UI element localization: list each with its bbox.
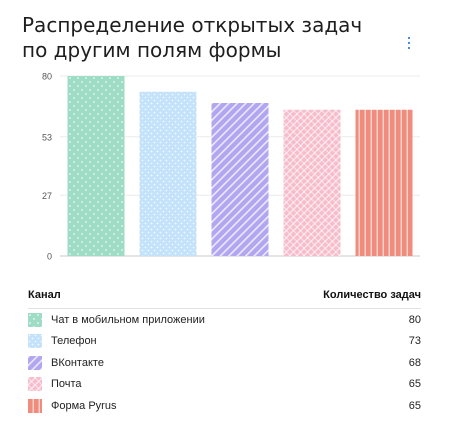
legend-header: Канал Количество задач (28, 286, 421, 304)
y-tick-label: 80 (42, 72, 52, 82)
legend-item[interactable]: Форма Pyrus 65 (28, 395, 421, 417)
legend-item-label: Форма Pyrus (51, 399, 117, 412)
legend: Канал Количество задач Чат в мобильном п… (28, 286, 421, 417)
legend-swatch (28, 355, 42, 370)
legend-item-value: 68 (408, 356, 421, 369)
legend-item-value: 65 (408, 378, 421, 391)
bar[interactable] (67, 76, 125, 256)
bar[interactable] (139, 91, 197, 256)
y-tick-label: 27 (42, 191, 52, 201)
legend-divider (28, 308, 421, 309)
legend-item-value: 73 (408, 335, 421, 348)
legend-header-count: Количество задач (323, 289, 421, 301)
legend-item[interactable]: Телефон 73 (28, 331, 421, 353)
legend-item-label: Телефон (51, 335, 97, 348)
legend-swatch (28, 334, 42, 349)
bar[interactable] (283, 109, 341, 256)
y-tick-label: 53 (42, 132, 52, 142)
legend-item-value: 65 (408, 399, 421, 412)
legend-swatch (28, 312, 42, 327)
legend-swatch (28, 377, 42, 392)
chart-title: Распределение открытых задач по другим п… (22, 13, 363, 62)
legend-item-label: ВКонтакте (51, 356, 104, 369)
legend-header-channel: Канал (28, 289, 61, 301)
legend-item-label: Почта (51, 378, 82, 391)
more-vertical-icon[interactable] (404, 36, 414, 50)
bar[interactable] (211, 103, 269, 256)
legend-swatch (28, 398, 42, 413)
bar-chart: 0 27 53 80 (42, 72, 420, 262)
bar[interactable] (355, 109, 413, 256)
legend-item[interactable]: Чат в мобильном приложении 80 (28, 309, 421, 331)
legend-item-label: Чат в мобильном приложении (51, 313, 205, 326)
legend-item[interactable]: ВКонтакте 68 (28, 352, 421, 374)
legend-item[interactable]: Почта 65 (28, 374, 421, 396)
y-tick-label: 0 (47, 252, 52, 262)
legend-item-value: 80 (408, 313, 421, 326)
